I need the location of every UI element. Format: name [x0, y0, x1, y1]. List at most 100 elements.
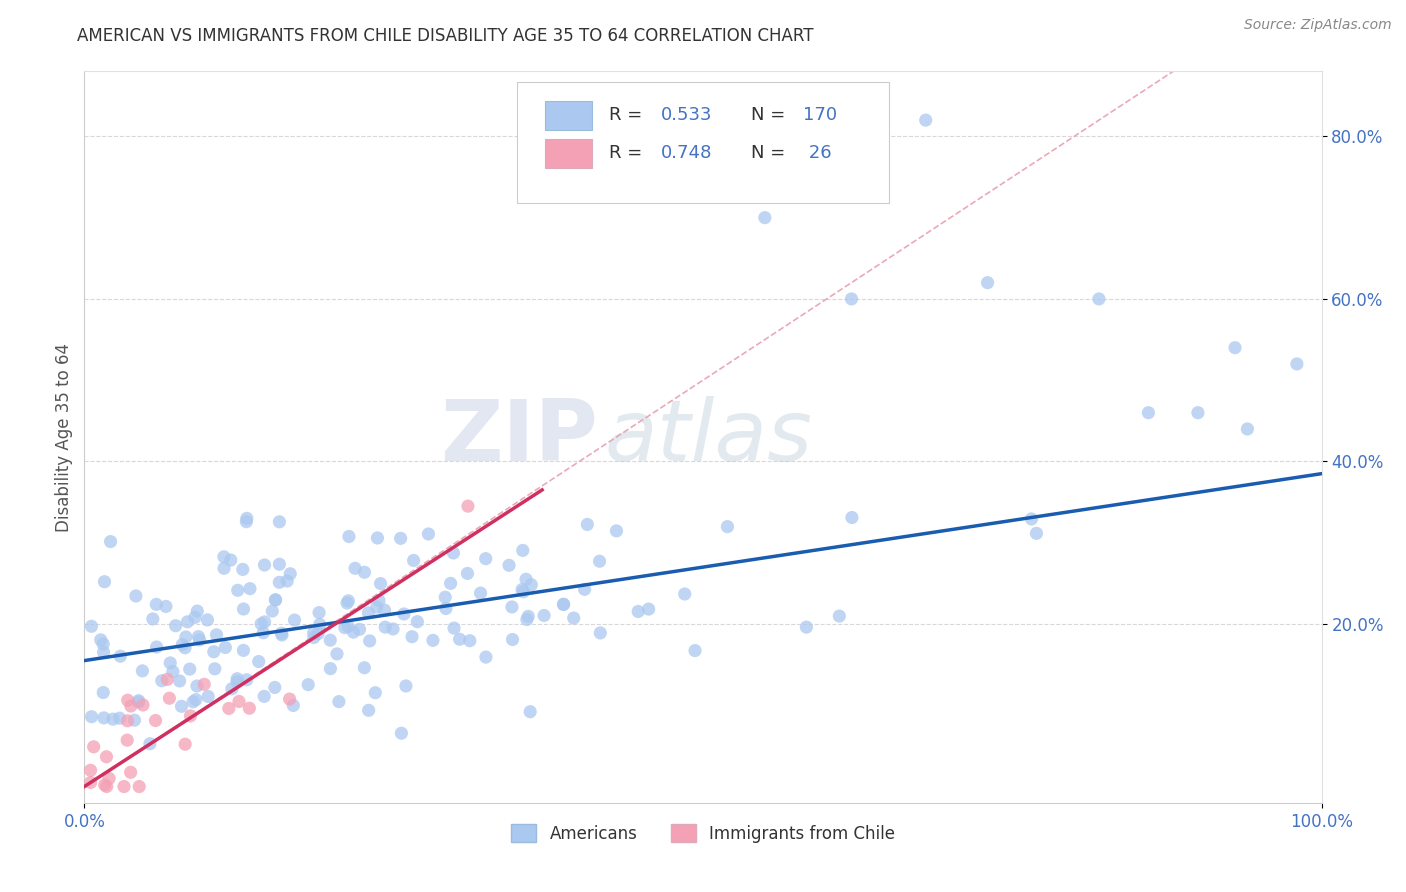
Point [93, 645, 115, 659]
Point [336, 596, 359, 610]
Point [297, 678, 319, 692]
Point [319, 633, 342, 648]
Point [128, 695, 150, 709]
Point [221, 681, 243, 696]
Point [110, 649, 132, 664]
Point [165, 618, 187, 632]
Text: AMERICAN VS IMMIGRANTS FROM CHILE DISABILITY AGE 35 TO 64 CORRELATION CHART: AMERICAN VS IMMIGRANTS FROM CHILE DISABI… [77, 27, 814, 45]
Point [228, 694, 250, 708]
Point [253, 558, 276, 572]
Point [841, 510, 863, 524]
Point [392, 607, 415, 621]
Point [170, 699, 193, 714]
Point [79, 764, 101, 778]
Point [841, 292, 863, 306]
Text: 170: 170 [803, 106, 838, 124]
Point [145, 598, 167, 612]
Point [270, 626, 292, 640]
Text: 26: 26 [803, 145, 832, 162]
Point [512, 543, 534, 558]
Point [553, 598, 575, 612]
Point [364, 686, 387, 700]
Point [142, 612, 165, 626]
Point [359, 634, 381, 648]
Point [357, 606, 380, 620]
Point [673, 587, 696, 601]
Point [115, 733, 138, 747]
Text: N =: N = [751, 145, 792, 162]
Point [319, 662, 342, 676]
Point [174, 630, 197, 644]
Point [174, 737, 197, 751]
Point [212, 549, 235, 564]
Point [278, 692, 301, 706]
Text: ZIP: ZIP [440, 395, 598, 479]
Point [349, 623, 371, 637]
Point [302, 631, 325, 645]
Point [93, 778, 115, 792]
Point [1025, 526, 1047, 541]
Point [402, 553, 425, 567]
Point [253, 615, 276, 629]
Point [238, 701, 260, 715]
Point [90, 632, 112, 647]
Point [132, 698, 155, 712]
Point [193, 677, 215, 691]
Point [91, 685, 114, 699]
Point [159, 656, 181, 670]
Point [80, 709, 103, 723]
Point [184, 692, 207, 706]
Point [501, 599, 523, 614]
Point [269, 575, 291, 590]
Point [108, 711, 131, 725]
Point [204, 662, 226, 676]
Point [283, 613, 305, 627]
Point [589, 626, 612, 640]
Point [79, 775, 101, 789]
Point [434, 601, 457, 615]
Point [264, 592, 287, 607]
Point [449, 632, 471, 647]
Point [235, 515, 257, 529]
Point [389, 532, 412, 546]
Point [401, 630, 423, 644]
FancyBboxPatch shape [544, 138, 592, 168]
Point [342, 625, 364, 640]
Point [176, 615, 198, 629]
Point [252, 625, 274, 640]
Point [337, 529, 360, 543]
FancyBboxPatch shape [544, 101, 592, 130]
Point [434, 591, 457, 605]
Point [187, 630, 209, 644]
Point [162, 665, 184, 679]
Point [443, 546, 465, 560]
Point [156, 673, 179, 687]
Point [502, 632, 524, 647]
Point [174, 640, 197, 655]
Text: 0.748: 0.748 [661, 145, 713, 162]
Point [96, 749, 118, 764]
Point [457, 499, 479, 513]
Point [145, 640, 167, 654]
Point [264, 593, 287, 607]
Point [150, 673, 173, 688]
Point [520, 577, 543, 591]
Point [101, 712, 124, 726]
Point [269, 558, 291, 572]
Text: atlas: atlas [605, 395, 813, 479]
Point [976, 276, 998, 290]
Point [637, 602, 659, 616]
Point [197, 690, 219, 704]
Point [181, 695, 204, 709]
Point [271, 628, 294, 642]
Point [235, 673, 257, 687]
Point [828, 609, 851, 624]
Point [474, 551, 496, 566]
Text: R =: R = [609, 106, 648, 124]
Point [188, 632, 211, 647]
Point [1187, 406, 1209, 420]
Point [263, 681, 285, 695]
Point [406, 615, 429, 629]
Point [120, 699, 142, 714]
Point [96, 780, 118, 794]
